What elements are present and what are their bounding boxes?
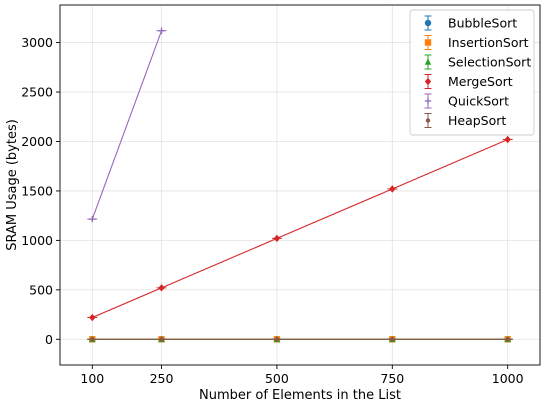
legend-label: BubbleSort (448, 16, 517, 31)
data-point (389, 185, 396, 193)
legend-item: SelectionSort (424, 54, 531, 70)
ticks: 100 250 500 750 1000 0 500 1000 1500 2000 2500 3000 (21, 35, 523, 386)
x-tick-label: 1000 (492, 371, 524, 386)
series-line (92, 138, 508, 319)
data-point (390, 337, 395, 342)
axes-frame (59, 4, 541, 366)
data-point (273, 234, 281, 243)
x-tick-label: 500 (265, 371, 289, 386)
series-quicksort (87, 27, 167, 223)
data-point (158, 284, 165, 292)
y-tick-label: 3000 (21, 35, 53, 50)
x-tick-label: 250 (150, 371, 174, 386)
data-point (90, 337, 95, 342)
legend-item: QuickSort (424, 93, 509, 109)
y-tick-label: 1000 (21, 233, 53, 248)
data-point (274, 337, 280, 342)
data-point (89, 215, 96, 223)
x-axis-label: Number of Elements in the List (199, 388, 401, 403)
plot-area (87, 27, 513, 343)
x-tick-label: 100 (80, 371, 104, 386)
legend-label: QuickSort (448, 94, 509, 109)
legend-label: InsertionSort (448, 35, 529, 50)
data-point (505, 337, 510, 342)
y-tick-label: 0 (45, 332, 53, 347)
legend-label: MergeSort (448, 74, 513, 89)
x-tick-label: 750 (380, 371, 404, 386)
y-tick-label: 2500 (21, 85, 53, 100)
legend-marker (424, 77, 432, 86)
legend-label: HeapSort (448, 113, 506, 128)
data-point (159, 337, 164, 342)
legend-marker (424, 19, 432, 27)
legend-item: InsertionSort (424, 35, 529, 50)
series-line (91, 30, 163, 220)
series-heapsort (87, 337, 513, 342)
legend-marker (425, 118, 431, 123)
data-point (158, 27, 165, 34)
legend-marker (424, 97, 432, 105)
legend-marker (424, 58, 432, 65)
legend-item: BubbleSort (424, 15, 517, 31)
y-tick-label: 1500 (21, 183, 53, 198)
legend-marker (424, 39, 432, 46)
series-mergesort (87, 135, 513, 322)
y-tick-label: 2000 (21, 134, 53, 149)
data-point (504, 135, 511, 144)
legend-item: HeapSort (424, 113, 506, 128)
legend-box (409, 9, 535, 136)
y-axis-label: SRAM Usage (bytes) (5, 119, 20, 251)
data-point (89, 313, 96, 322)
legend-item: MergeSort (424, 74, 513, 89)
legend-label: SelectionSort (448, 55, 531, 70)
legend: BubbleSort InsertionSort SelectionSort Merg… (409, 9, 535, 136)
y-tick-label: 500 (29, 282, 53, 297)
